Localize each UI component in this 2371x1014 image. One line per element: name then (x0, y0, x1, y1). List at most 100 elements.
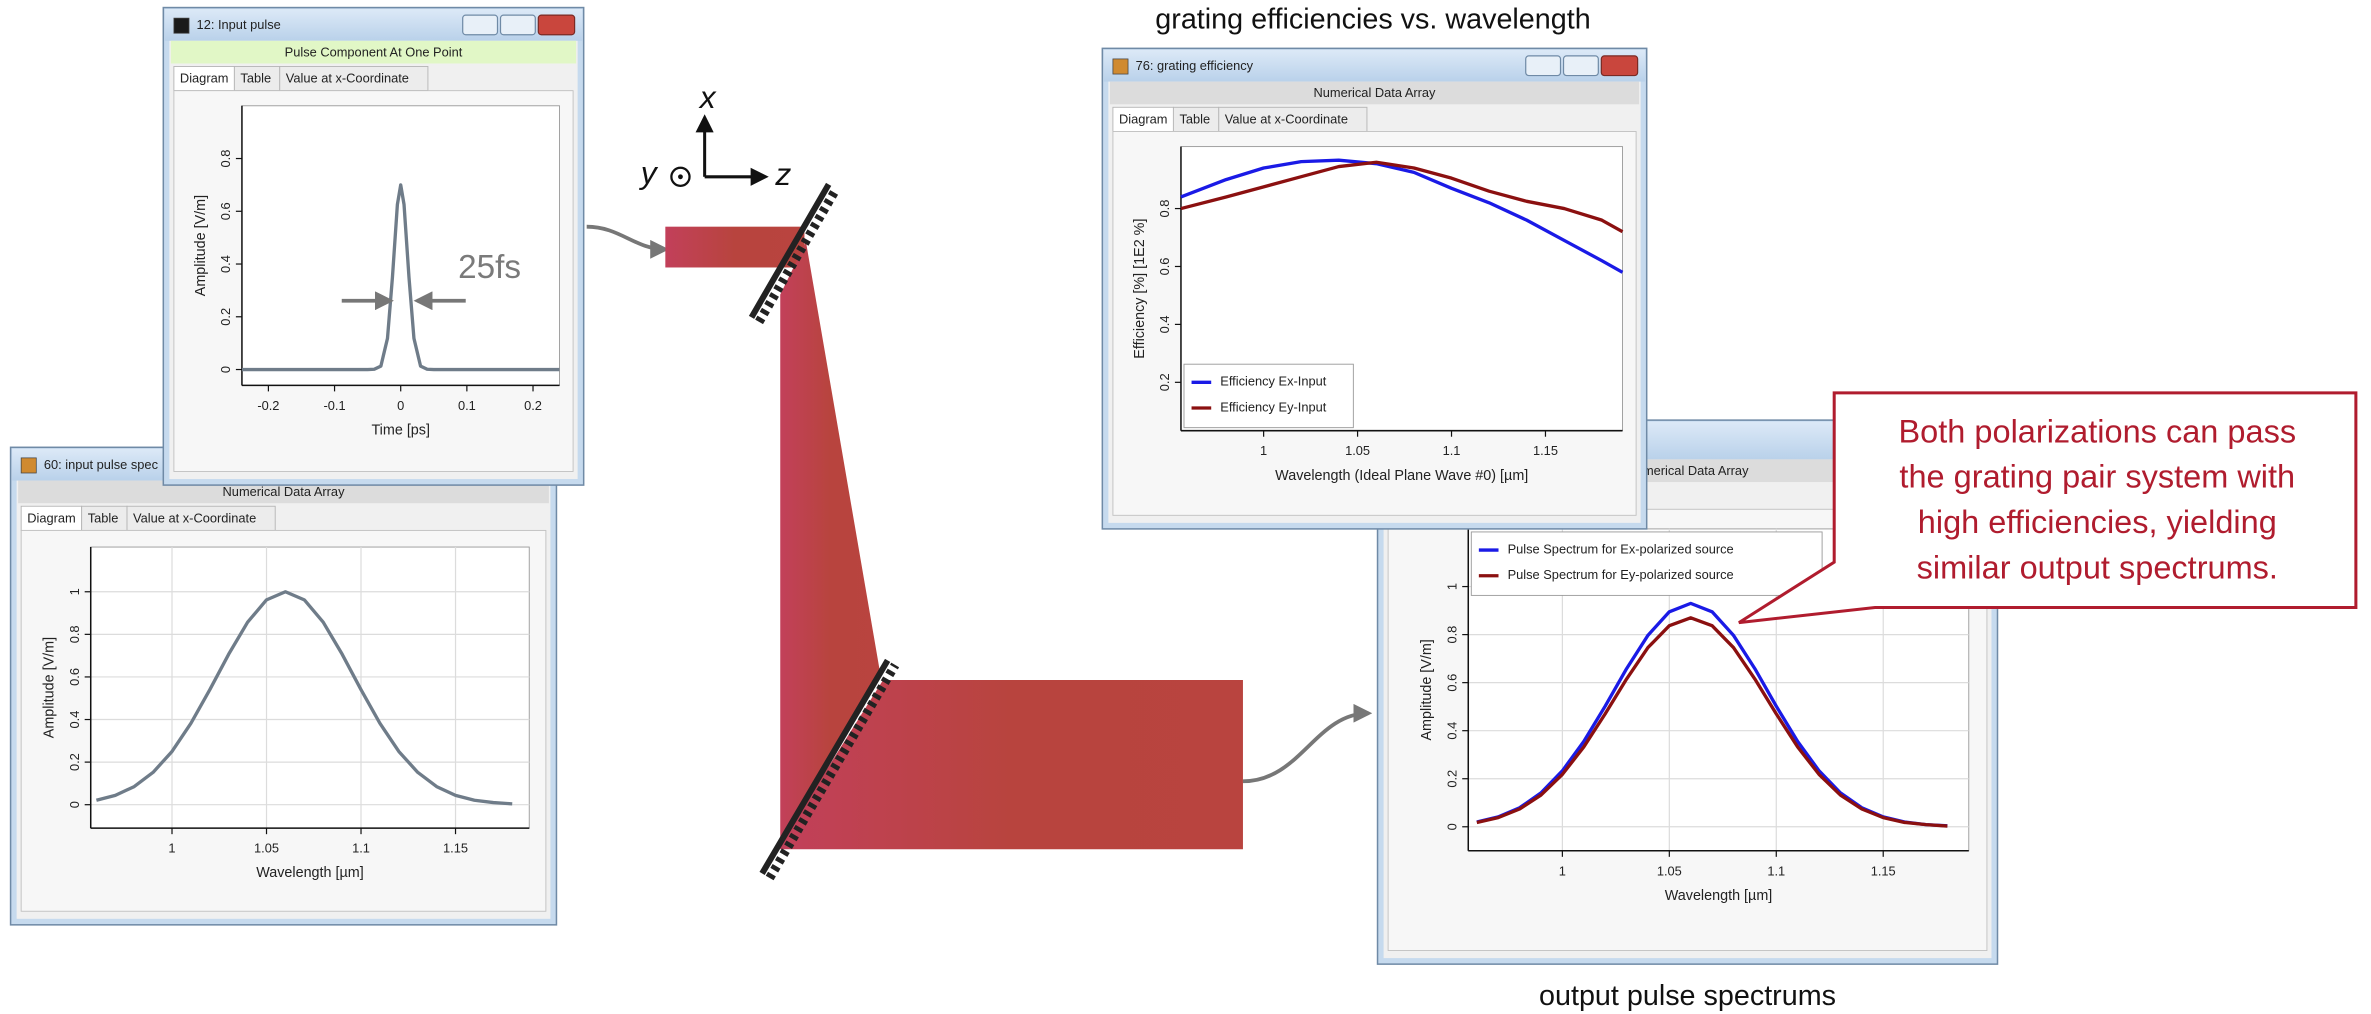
y-tick-label: 0.6 (1445, 674, 1460, 692)
axis-x-label: x (698, 79, 717, 115)
x-tick-label: 0.1 (458, 398, 476, 413)
header-text: Numerical Data Array (1314, 85, 1437, 100)
window-icon (20, 457, 37, 474)
legend-box (1183, 363, 1354, 429)
grating-diagram: x y z (586, 79, 1373, 881)
callout-text: the grating pair system with (1899, 459, 2295, 495)
legend-label: Pulse Spectrum for Ey-polarized source (1508, 567, 1734, 582)
y-axis-label: Amplitude [V/m] (193, 195, 209, 296)
legend-label: Pulse Spectrum for Ex-polarized source (1508, 541, 1734, 556)
x-tick-label: 1.1 (352, 841, 370, 856)
out-of-plane-symbol (670, 166, 691, 188)
axis-y-label: y (639, 155, 659, 191)
y-tick-label: 0.8 (67, 625, 82, 643)
data-line (241, 183, 560, 372)
x-tick-label: 1.1 (1767, 863, 1785, 878)
data-line (1476, 616, 1948, 828)
caption: grating efficiencies vs. wavelength (1155, 4, 1590, 36)
y-tick-label: 0 (1445, 823, 1460, 830)
x-tick-label: 1 (168, 841, 175, 856)
x-tick-label: -0.2 (257, 398, 279, 413)
tab (126, 505, 276, 531)
x-tick-label: 1.15 (1533, 443, 1558, 458)
header-text: Numerical Data Array (1627, 463, 1750, 478)
x-tick-label: 1.05 (254, 841, 279, 856)
window-input-pulse: 12: Input pulse Pulse Component At One Po… (162, 6, 585, 486)
x-tick-label: 0.2 (524, 398, 542, 413)
y-tick-label: 0.4 (1157, 315, 1172, 333)
x-tick-label: 1.1 (1443, 443, 1461, 458)
x-axis-label: Wavelength [µm] (1665, 888, 1773, 904)
y-tick-label: 0.4 (1445, 722, 1460, 740)
arrow (586, 224, 670, 259)
y-tick-label: 0.8 (1445, 626, 1460, 644)
tab-label: Table (240, 71, 271, 86)
y-tick-label: 0.2 (1157, 373, 1172, 391)
data-line (1180, 160, 1624, 234)
x-axis-label: Wavelength [µm] (256, 865, 364, 881)
y-axis-label: Efficiency [%] [1E2 %] (1132, 219, 1148, 359)
caption: output pulse spectrums (1539, 980, 1836, 1012)
axis-z-label: z (774, 156, 791, 192)
window-input-spectrum: 60: input pulse spec Numerical Data Array… (9, 446, 558, 926)
y-tick-label: 0.4 (67, 711, 82, 729)
callout-text: Both polarizations can pass (1899, 413, 2297, 449)
callout-text: similar output spectrums. (1917, 549, 2278, 585)
y-tick-label: 0 (67, 801, 82, 808)
y-tick-label: 0.2 (218, 308, 233, 326)
header-bar (1109, 81, 1640, 105)
window-grating-efficiency: 76: grating efficiency Numerical Data Arr… (1101, 47, 1648, 530)
data-line (95, 590, 513, 806)
plot-area (241, 105, 560, 386)
arrow (1242, 703, 1373, 784)
tab-label: Table (88, 510, 119, 525)
y-tick-label: 0.6 (1157, 258, 1172, 276)
x-tick-label: 0 (397, 398, 404, 413)
window-button (462, 14, 499, 36)
grating (759, 658, 891, 875)
y-axis-label: Amplitude [V/m] (1419, 639, 1435, 740)
window-icon (1112, 58, 1129, 75)
tab-label: Table (1179, 112, 1210, 127)
header-text: Numerical Data Array (223, 484, 346, 499)
x-tick-label: 1.15 (443, 841, 468, 856)
x-tick-label: -0.1 (323, 398, 345, 413)
x-tick-label: 1.05 (1657, 863, 1682, 878)
plot-area (90, 546, 530, 829)
y-tick-label: 0 (218, 366, 233, 373)
window-title: 76: grating efficiency (1136, 58, 1254, 73)
close-button (537, 14, 576, 36)
legend-box (1470, 531, 1823, 596)
x-tick-label: 1 (1260, 443, 1267, 458)
x-axis-label: Time [ps] (371, 422, 430, 438)
x-axis-label: Wavelength (Ideal Plane Wave #0) [µm] (1275, 468, 1528, 484)
beam (780, 241, 881, 844)
callout-text: high efficiencies, yielding (1918, 504, 2277, 540)
tab (279, 66, 429, 92)
y-tick-label: 0.8 (1157, 200, 1172, 218)
y-tick-label: 0.2 (1445, 770, 1460, 788)
tab (233, 66, 281, 92)
window-button (1525, 55, 1562, 77)
grating (755, 186, 841, 325)
tab (1218, 106, 1368, 132)
tab-label: Value at x-Coordinate (1225, 112, 1348, 127)
window-title: 12: Input pulse (197, 17, 281, 32)
window-button (499, 14, 536, 36)
header-bar (18, 480, 549, 504)
x-tick-label: 1 (1559, 863, 1566, 878)
grating (748, 182, 832, 319)
tab-label: Value at x-Coordinate (286, 71, 409, 86)
x-tick-label: 1.05 (1345, 443, 1370, 458)
legend-label: Efficiency Ex-Input (1220, 374, 1326, 389)
legend-label: Efficiency Ey-Input (1220, 399, 1326, 414)
y-tick-label: 0.4 (218, 255, 233, 273)
window-icon (173, 17, 190, 34)
beam (780, 680, 1243, 850)
y-axis-label: Amplitude [V/m] (42, 637, 58, 738)
out-of-plane-symbol (678, 174, 683, 180)
tab-label: Value at x-Coordinate (133, 510, 256, 525)
data-line (1180, 158, 1624, 274)
